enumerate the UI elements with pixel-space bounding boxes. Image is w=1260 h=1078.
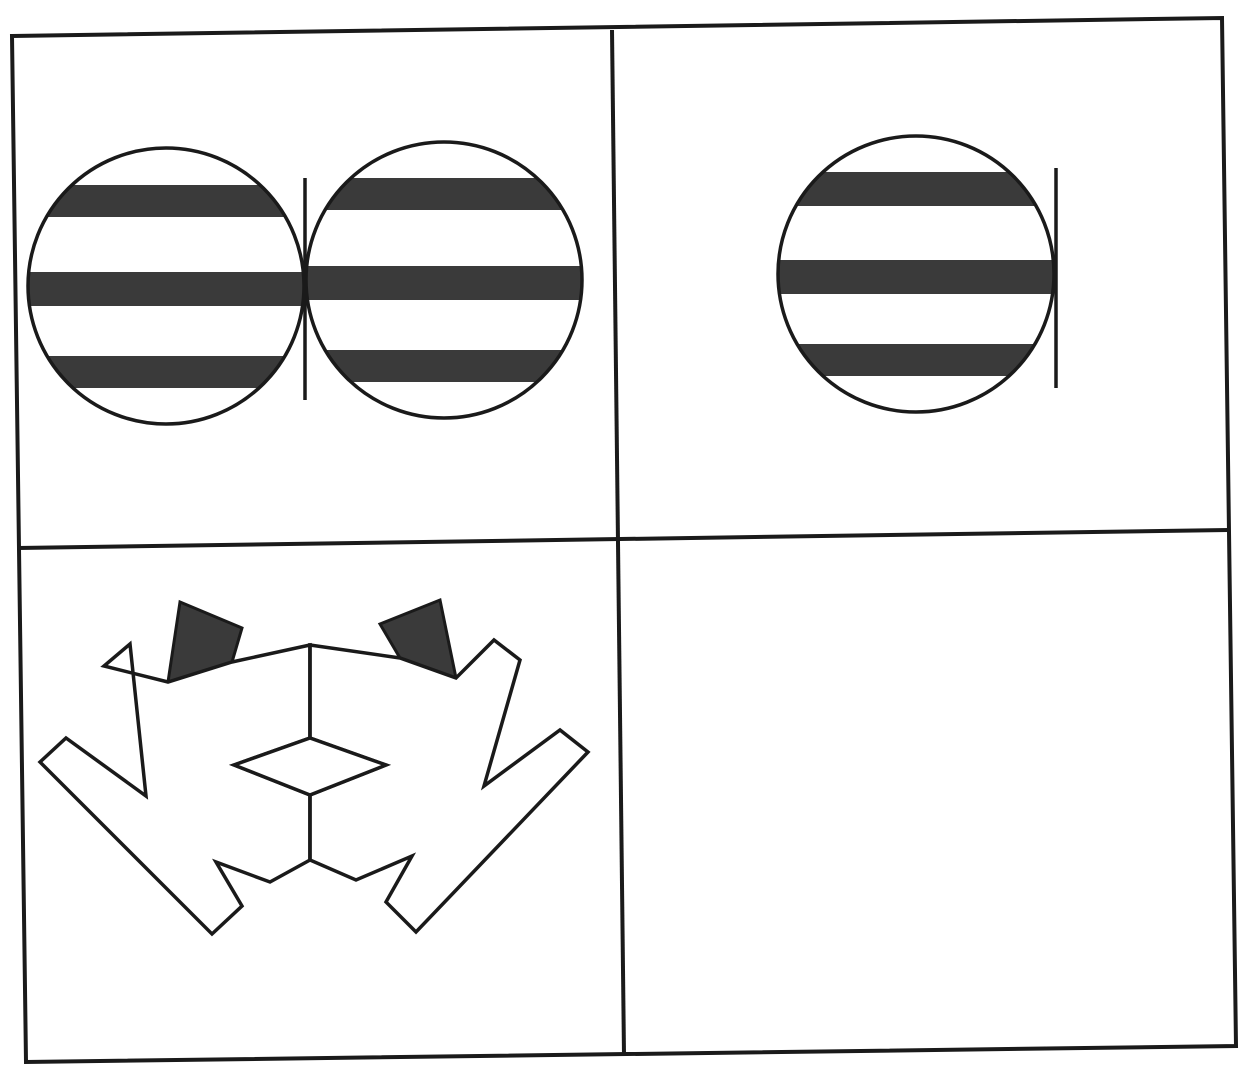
vertical-divider: [610, 29, 626, 1056]
symmetric-figure: [37, 597, 591, 937]
cell-bottom-left: [37, 597, 591, 937]
band: [28, 185, 304, 217]
band: [28, 272, 304, 306]
horizontal-divider: [17, 528, 1229, 550]
striped-circle-single: [776, 134, 1056, 414]
band: [306, 266, 582, 300]
figure-right-half: [308, 637, 591, 935]
band: [778, 260, 1054, 294]
grid-frame: [9, 15, 1239, 1065]
cell-top-right: [776, 134, 1058, 414]
figure-left-half: [37, 640, 312, 937]
band: [778, 172, 1054, 206]
band: [306, 178, 582, 210]
cell-top-left: [26, 140, 584, 426]
striped-circle-right: [304, 140, 584, 420]
striped-circle-left: [26, 146, 306, 426]
outer-border: [9, 15, 1239, 1065]
band: [28, 356, 304, 388]
band: [778, 344, 1054, 376]
center-diamond: [229, 736, 391, 797]
band: [306, 350, 582, 382]
